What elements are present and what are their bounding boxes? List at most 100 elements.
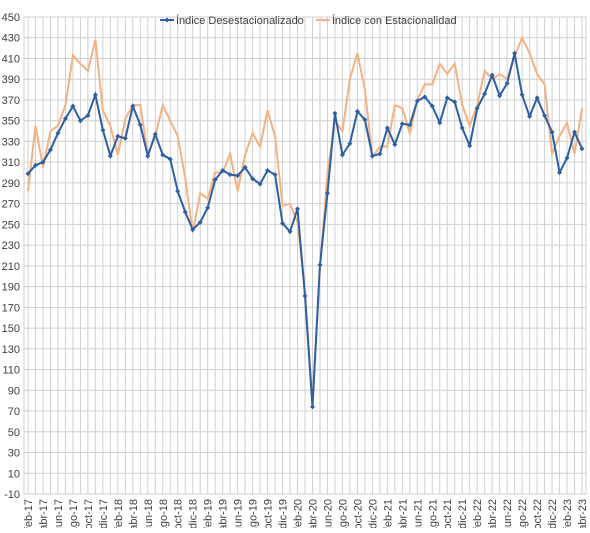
point-marker — [250, 176, 256, 182]
y-tick-label: 330 — [2, 136, 20, 148]
point-marker — [227, 172, 233, 178]
point-marker — [265, 167, 271, 173]
x-tick-label: dic-19 — [278, 499, 290, 528]
x-tick-label: oct-21 — [442, 499, 454, 528]
x-tick-label: dic-22 — [547, 499, 559, 528]
y-tick-label: 90 — [8, 385, 20, 397]
point-marker — [557, 170, 563, 176]
x-tick-label: ago-17 — [68, 499, 80, 528]
point-marker — [295, 206, 301, 212]
x-tick-label: feb-22 — [472, 499, 484, 528]
y-tick-label: 70 — [8, 406, 20, 418]
y-tick-label: 30 — [8, 448, 20, 460]
x-tick-label: ago-21 — [427, 499, 439, 528]
point-marker — [137, 122, 143, 128]
y-tick-label: 50 — [8, 427, 20, 439]
point-marker — [519, 92, 525, 98]
y-tick-label: 150 — [2, 323, 20, 335]
x-tick-label: abr-21 — [397, 499, 409, 528]
point-marker — [362, 117, 368, 123]
point-marker — [25, 171, 31, 177]
point-marker — [242, 164, 248, 170]
x-tick-label: oct-20 — [352, 499, 364, 528]
point-marker — [339, 152, 345, 158]
point-marker — [392, 142, 398, 148]
x-tick-label: jun-19 — [233, 499, 245, 528]
point-marker — [235, 173, 241, 179]
point-marker — [317, 262, 323, 268]
y-tick-label: 370 — [2, 95, 20, 107]
x-tick-label: abr-23 — [577, 499, 589, 528]
y-tick-label: 10 — [8, 468, 20, 480]
point-marker — [62, 116, 68, 122]
x-tick-label: feb-18 — [113, 499, 125, 528]
point-marker — [444, 95, 450, 101]
x-tick-label: dic-20 — [367, 499, 379, 528]
point-marker — [542, 113, 548, 119]
point-marker — [182, 209, 188, 215]
y-tick-label: 350 — [2, 116, 20, 128]
point-marker — [115, 133, 121, 139]
x-tick-label: abr-20 — [307, 499, 319, 528]
point-marker — [534, 95, 540, 101]
point-marker — [497, 93, 503, 99]
y-tick-label: 450 — [2, 12, 20, 24]
x-tick-label: abr-19 — [218, 499, 230, 528]
point-marker — [399, 121, 405, 127]
point-marker — [212, 177, 218, 183]
x-tick-label: jun-20 — [322, 499, 334, 528]
y-tick-label: 130 — [2, 344, 20, 356]
point-marker — [324, 190, 330, 196]
point-marker — [482, 91, 488, 97]
point-marker — [160, 152, 166, 158]
point-marker — [422, 94, 428, 100]
point-marker — [354, 108, 360, 114]
point-marker — [55, 130, 61, 136]
point-marker — [167, 156, 173, 162]
point-marker — [47, 147, 53, 153]
y-tick-label: 170 — [2, 302, 20, 314]
y-tick-label: 290 — [2, 178, 20, 190]
x-tick-label: dic-18 — [188, 499, 200, 528]
x-tick-label: oct-19 — [263, 499, 275, 528]
point-marker — [272, 172, 278, 178]
point-marker — [122, 135, 128, 141]
point-marker — [175, 188, 181, 194]
point-marker — [152, 131, 158, 137]
point-marker — [384, 125, 390, 131]
point-marker — [332, 110, 338, 116]
point-marker — [287, 229, 293, 235]
point-marker — [302, 293, 308, 299]
point-marker — [257, 181, 263, 187]
point-marker — [220, 167, 226, 173]
x-tick-label: ago-20 — [337, 499, 349, 528]
point-marker — [414, 98, 420, 104]
y-tick-label: 410 — [2, 53, 20, 65]
legend-label: Índice Desestacionalizado — [176, 14, 304, 27]
point-marker — [70, 103, 76, 109]
x-tick-label: feb-21 — [382, 499, 394, 528]
point-marker — [474, 105, 480, 111]
point-marker — [437, 120, 443, 126]
y-tick-label: 270 — [2, 199, 20, 211]
x-tick-label: abr-18 — [128, 499, 140, 528]
legend-label: Índice con Estacionalidad — [332, 14, 457, 27]
y-tick-label: 430 — [2, 33, 20, 45]
x-tick-label: jun-17 — [53, 499, 65, 528]
point-marker — [504, 80, 510, 86]
point-marker — [40, 159, 46, 165]
point-marker — [564, 155, 570, 161]
x-tick-label: feb-19 — [203, 499, 215, 528]
y-tick-label: 310 — [2, 157, 20, 169]
point-marker — [130, 103, 136, 109]
x-tick-label: dic-21 — [457, 499, 469, 528]
x-tick-label: abr-17 — [38, 499, 50, 528]
point-marker — [85, 113, 91, 119]
x-tick-label: feb-20 — [293, 499, 305, 528]
point-marker — [32, 162, 38, 168]
y-tick-label: 250 — [2, 219, 20, 231]
point-marker — [467, 143, 473, 149]
x-tick-label: feb-17 — [23, 499, 35, 528]
y-tick-label: 190 — [2, 282, 20, 294]
